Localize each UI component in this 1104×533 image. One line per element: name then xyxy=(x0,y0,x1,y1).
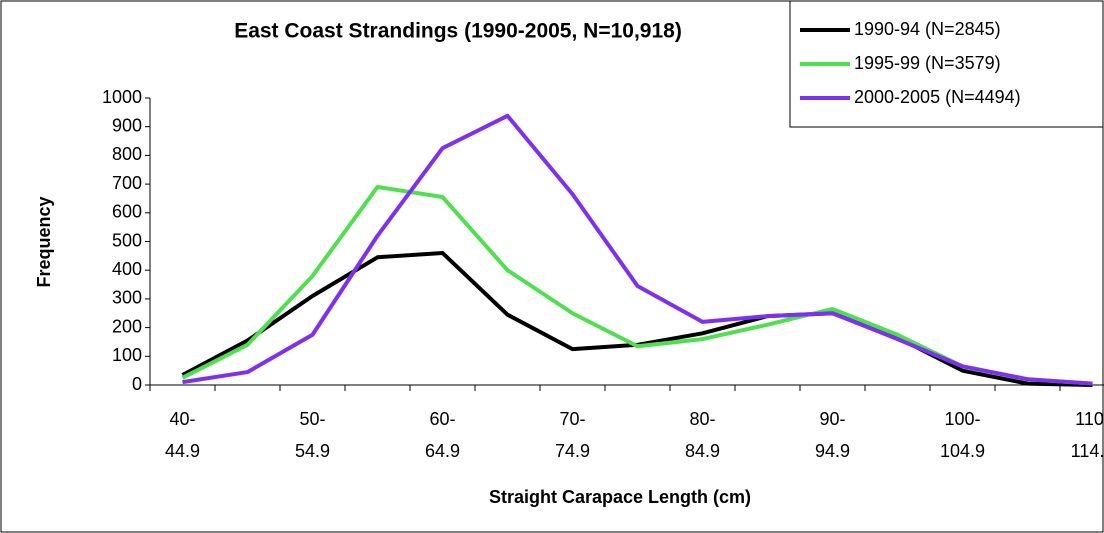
y-tick-label: 100 xyxy=(112,345,142,365)
y-tick-label: 700 xyxy=(112,173,142,193)
x-tick-label: 110-114.9 xyxy=(1071,409,1104,461)
x-tick-label: 50-54.9 xyxy=(295,409,330,461)
legend-label: 2000-2005 (N=4494) xyxy=(854,87,1021,107)
series-line xyxy=(182,113,1093,386)
x-tick-label: 100-104.9 xyxy=(940,409,985,461)
x-tick-label: 40-44.9 xyxy=(165,409,200,461)
y-tick-label: 300 xyxy=(112,288,142,308)
x-tick-label: 70-74.9 xyxy=(555,409,590,461)
legend-label: 1995-99 (N=3579) xyxy=(854,53,1001,73)
chart-title: East Coast Strandings (1990-2005, N=10,9… xyxy=(234,20,682,43)
x-axis-label: Straight Carapace Length (cm) xyxy=(489,487,751,507)
y-tick-label: 1000 xyxy=(102,87,142,107)
y-tick-label: 500 xyxy=(112,230,142,250)
y-axis-label: Frequency xyxy=(34,196,54,287)
x-tick-label: 90-94.9 xyxy=(815,409,850,461)
y-tick-label: 200 xyxy=(112,316,142,336)
y-tick-label: 900 xyxy=(112,115,142,135)
y-tick-label: 600 xyxy=(112,202,142,222)
y-tick-label: 400 xyxy=(112,259,142,279)
legend-label: 1990-94 (N=2845) xyxy=(854,19,1001,39)
x-tick-label: 80-84.9 xyxy=(685,409,720,461)
y-tick-label: 0 xyxy=(132,374,142,394)
x-tick-label: 60-64.9 xyxy=(425,409,460,461)
y-tick-label: 800 xyxy=(112,144,142,164)
